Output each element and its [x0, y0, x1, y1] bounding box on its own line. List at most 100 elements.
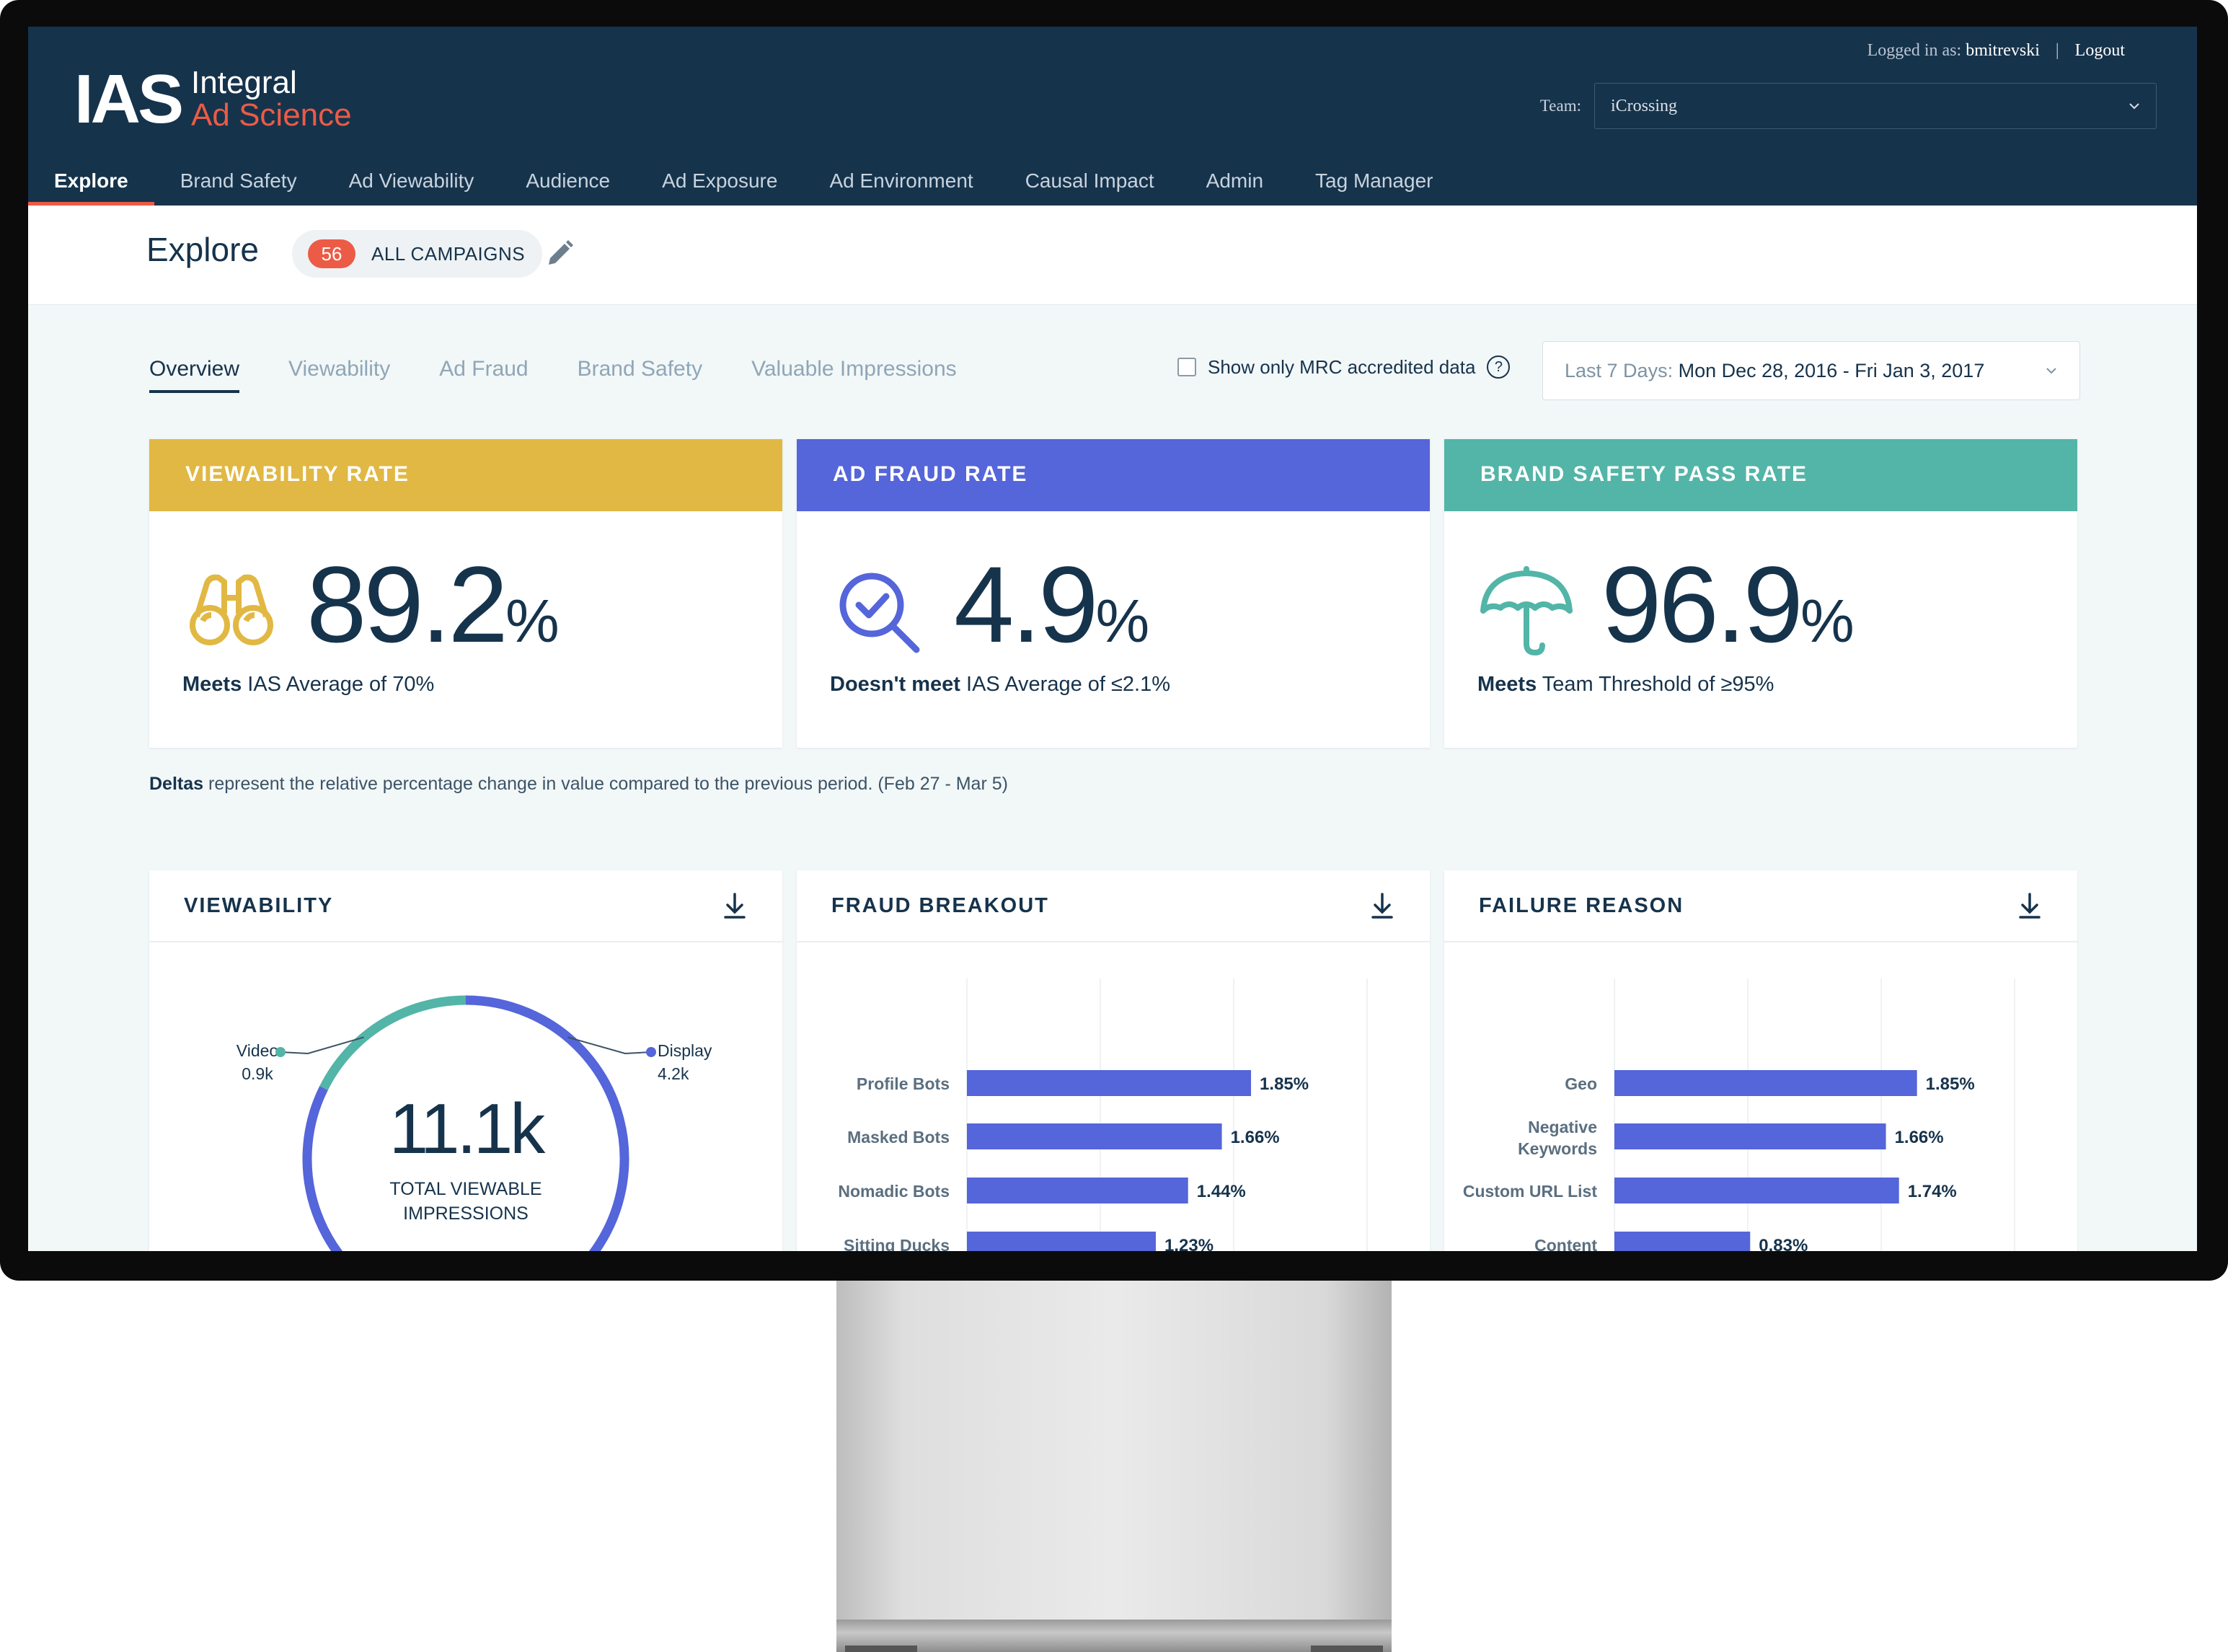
- pencil-edit-icon[interactable]: [541, 236, 578, 272]
- bar-value-label: 1.74%: [1908, 1182, 1957, 1201]
- kpi-note: Doesn't meet IAS Average of ≤2.1%: [830, 673, 1171, 696]
- display-leader-line: [567, 1036, 652, 1055]
- kpi-card-viewability: VIEWABILITY RATE 89.2% Meets IAS Average…: [149, 439, 782, 748]
- tab-viewability[interactable]: Viewability: [288, 357, 391, 381]
- bar-value-label: 1.66%: [1895, 1128, 1944, 1147]
- bar-category-label: Negative: [1528, 1118, 1597, 1136]
- bar-nomadic-bots[interactable]: [967, 1178, 1188, 1203]
- username: bmitrevski: [1966, 41, 2040, 60]
- failure-bar-chart: Geo 1.85% Negative Keywords 1.66% Custom URL …: [1463, 979, 2015, 1251]
- campaign-count-badge: 56: [308, 239, 355, 268]
- tab-ad-fraud[interactable]: Ad Fraud: [439, 357, 529, 381]
- bar-category-label: Custom URL List: [1463, 1182, 1597, 1201]
- logo-line-2: Ad Science: [191, 97, 352, 133]
- monitor-stand-base: [836, 1620, 1392, 1652]
- panel-title: FAILURE REASON: [1479, 893, 1684, 917]
- video-segment: [319, 995, 467, 1090]
- kpi-header: BRAND SAFETY PASS RATE: [1444, 439, 2077, 511]
- tab-valuable-impressions[interactable]: Valuable Impressions: [751, 357, 957, 381]
- nav-item-ad-viewability[interactable]: Ad Viewability: [348, 169, 474, 192]
- chevron-down-icon: [2129, 103, 2139, 110]
- bar-value-label: 1.66%: [1231, 1128, 1280, 1147]
- display-leader-dot: [646, 1047, 656, 1057]
- nav-item-tag-manager[interactable]: Tag Manager: [1315, 169, 1433, 192]
- app-screen: IAS Integral Ad Science Logged in as: bm…: [28, 27, 2197, 1251]
- logout-link[interactable]: Logout: [2074, 41, 2125, 60]
- bar-negative-keywords[interactable]: [1614, 1123, 1886, 1149]
- monitor-bezel: IAS Integral Ad Science Logged in as: bm…: [0, 0, 2228, 1281]
- display-legend-value: 4.2k: [658, 1064, 689, 1083]
- stand-foot-left: [845, 1646, 917, 1652]
- monitor-stand: [836, 1281, 1392, 1620]
- campaign-label: ALL CAMPAIGNS: [371, 242, 526, 265]
- date-range-text: Last 7 Days: Mon Dec 28, 2016 - Fri Jan …: [1565, 360, 1984, 382]
- tab-overview[interactable]: Overview: [149, 357, 240, 393]
- separator: |: [2055, 41, 2059, 60]
- ias-logo[interactable]: IAS Integral Ad Science: [74, 60, 352, 139]
- bar-custom-url-list[interactable]: [1614, 1178, 1899, 1203]
- umbrella-icon: [1480, 566, 1573, 655]
- nav-item-explore[interactable]: Explore: [28, 161, 154, 206]
- nav-item-brand-safety[interactable]: Brand Safety: [180, 169, 297, 192]
- fraud-bar-chart: Profile Bots 1.85% Masked Bots 1.66% Nomadic…: [838, 979, 1368, 1251]
- download-icon[interactable]: [722, 891, 748, 920]
- stand-foot-right: [1311, 1646, 1383, 1652]
- bar-value-label: 1.85%: [1926, 1074, 1975, 1094]
- mrc-filter: Show only MRC accredited data ?: [1177, 355, 1511, 379]
- bar-category-label: Keywords: [1518, 1139, 1597, 1158]
- nav-item-ad-environment[interactable]: Ad Environment: [829, 169, 973, 192]
- bar-sitting-ducks[interactable]: [967, 1232, 1156, 1251]
- video-legend-value: 0.9k: [242, 1064, 273, 1083]
- bar-category-label: Content: [1534, 1236, 1597, 1251]
- date-range-dropdown[interactable]: Last 7 Days: Mon Dec 28, 2016 - Fri Jan …: [1542, 341, 2080, 400]
- page-header: Explore 56 ALL CAMPAIGNS: [28, 206, 2197, 305]
- bar-category-label: Profile Bots: [857, 1074, 950, 1093]
- bar-value-label: 1.44%: [1197, 1182, 1246, 1201]
- bar-profile-bots[interactable]: [967, 1070, 1252, 1096]
- download-icon[interactable]: [2017, 891, 2043, 920]
- page-title: Explore: [146, 231, 259, 268]
- bar-category-label: Geo: [1565, 1074, 1597, 1093]
- bar-masked-bots[interactable]: [967, 1123, 1222, 1149]
- download-icon[interactable]: [1369, 891, 1395, 920]
- nav-item-admin[interactable]: Admin: [1206, 169, 1264, 192]
- team-label: Team:: [1539, 97, 1581, 115]
- nav-item-audience[interactable]: Audience: [526, 169, 611, 192]
- binoculars-icon: [190, 574, 273, 645]
- kpi-header: VIEWABILITY RATE: [149, 439, 782, 511]
- video-leader-line: [280, 1036, 364, 1055]
- nav-item-ad-exposure[interactable]: Ad Exposure: [662, 169, 778, 192]
- tab-brand-safety[interactable]: Brand Safety: [577, 357, 703, 381]
- bar-value-label: 0.83%: [1759, 1236, 1808, 1251]
- kpi-note: Meets Team Threshold of ≥95%: [1477, 673, 1774, 696]
- kpi-note: Meets IAS Average of 70%: [182, 673, 435, 696]
- date-range-value: Mon Dec 28, 2016 - Fri Jan 3, 2017: [1678, 359, 1985, 381]
- kpi-value: 4.9%: [954, 544, 1150, 665]
- team-dropdown[interactable]: iCrossing: [1594, 83, 2157, 129]
- bar-value-label: 1.23%: [1164, 1236, 1214, 1251]
- main-nav: Explore Brand Safety Ad Viewability Audienc…: [28, 161, 1459, 206]
- nav-item-causal-impact[interactable]: Causal Impact: [1025, 169, 1154, 192]
- chevron-down-icon: [2046, 368, 2056, 374]
- failure-reason-panel: FAILURE REASON Geo 1.85% Negative Keywords 1…: [1444, 870, 2077, 1251]
- viewability-panel: VIEWABILITY 11.1k TOTAL VIEWABLE IMPRESS…: [149, 870, 782, 1251]
- bar-content[interactable]: [1614, 1232, 1751, 1251]
- bar-geo[interactable]: [1614, 1070, 1917, 1096]
- section-tabs: Overview Viewability Ad Fraud Brand Safety V…: [149, 357, 957, 393]
- center-value: 11.1k: [389, 1089, 546, 1168]
- display-legend-label: Display: [658, 1041, 712, 1060]
- kpi-header: AD FRAUD RATE: [797, 439, 1430, 511]
- campaign-selector[interactable]: 56 ALL CAMPAIGNS: [292, 230, 543, 278]
- logo-mark: IAS: [74, 61, 184, 138]
- user-bar: Logged in as: bmitrevski | Logout: [1867, 41, 2125, 61]
- panel-title: FRAUD BREAKOUT: [831, 893, 1049, 917]
- center-label-2: IMPRESSIONS: [403, 1203, 529, 1224]
- kpi-value: 96.9%: [1601, 544, 1855, 665]
- display-segment: [302, 995, 629, 1251]
- mrc-checkbox[interactable]: [1177, 358, 1196, 376]
- deltas-note: Deltas represent the relative percentage…: [149, 774, 1008, 794]
- top-header: IAS Integral Ad Science Logged in as: bm…: [28, 27, 2197, 206]
- kpi-card-ad-fraud: AD FRAUD RATE 4.9% Doesn't meet IAS Aver…: [797, 439, 1430, 748]
- mrc-label: Show only MRC accredited data: [1208, 355, 1476, 378]
- help-icon[interactable]: ?: [1487, 355, 1511, 379]
